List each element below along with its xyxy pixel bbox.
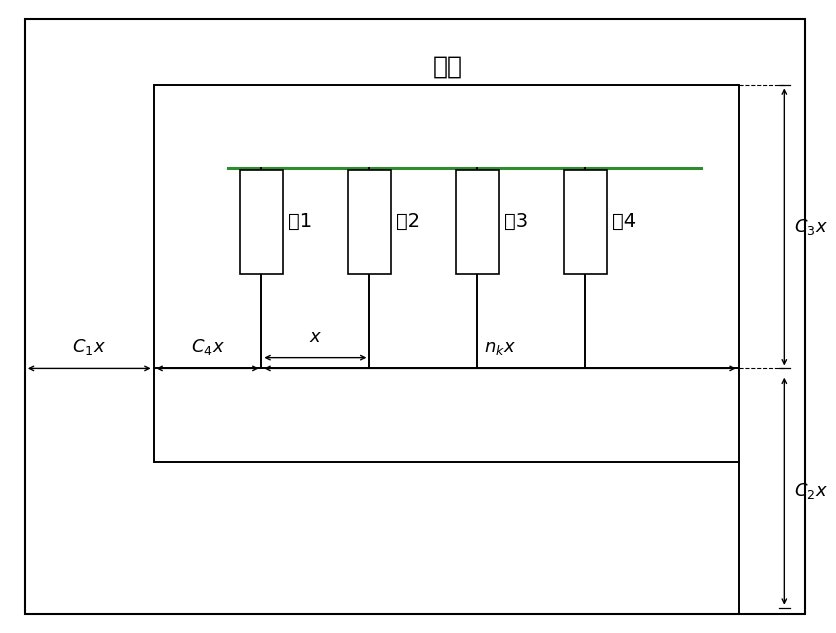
Text: $n_kx$: $n_kx$ <box>484 339 516 357</box>
Text: $x$: $x$ <box>308 329 322 346</box>
Text: $C_2x$: $C_2x$ <box>794 481 828 501</box>
Bar <box>456 170 499 274</box>
Text: 赏2: 赏2 <box>396 212 420 232</box>
Text: 赏4: 赏4 <box>612 212 636 232</box>
Text: 站名: 站名 <box>433 54 463 78</box>
Bar <box>240 170 283 274</box>
Bar <box>348 170 391 274</box>
Text: $C_1x$: $C_1x$ <box>72 337 106 357</box>
Bar <box>154 85 739 462</box>
Text: 赏3: 赏3 <box>504 212 528 232</box>
Bar <box>563 170 607 274</box>
Text: $C_4x$: $C_4x$ <box>191 337 224 357</box>
Text: $C_3x$: $C_3x$ <box>794 217 828 237</box>
Text: 赏1: 赏1 <box>288 212 312 232</box>
